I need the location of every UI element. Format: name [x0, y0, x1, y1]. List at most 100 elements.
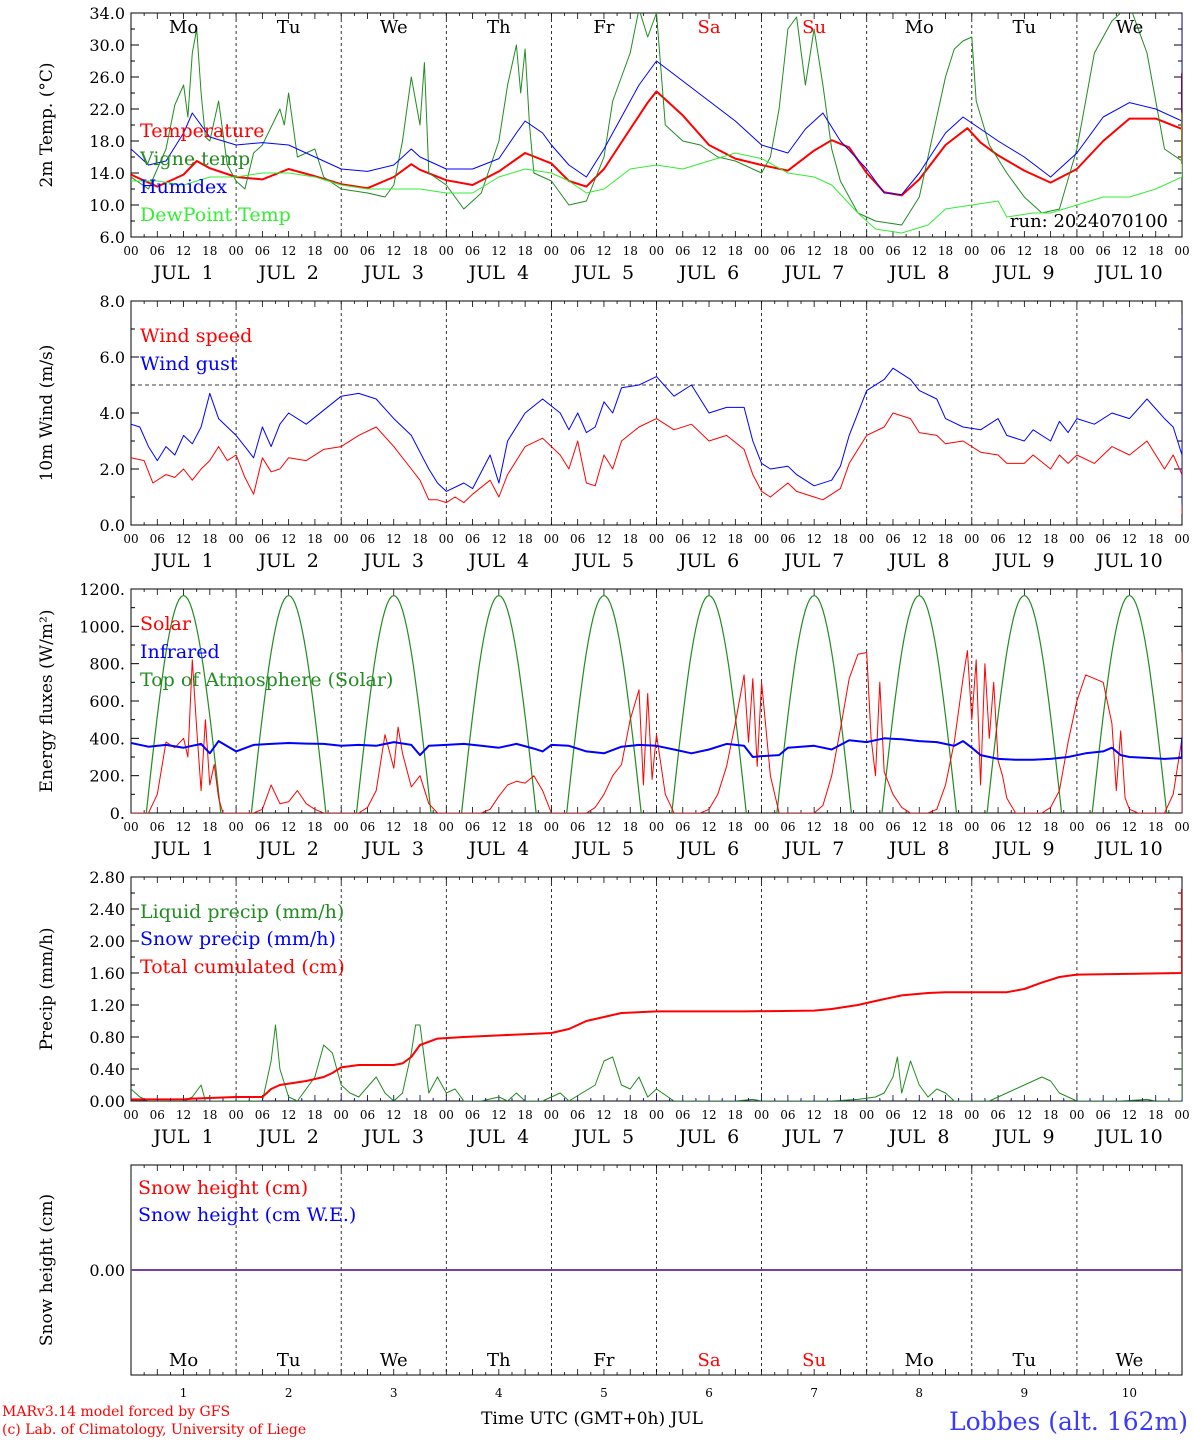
hour-tick-label: 12	[912, 244, 927, 258]
location-label: Lobbes (alt. 162m)	[949, 1407, 1188, 1436]
day-label: JUL 9	[992, 550, 1054, 572]
day-label: JUL 5	[572, 838, 634, 860]
hour-tick-label: 18	[1148, 244, 1163, 258]
hour-tick-label: 06	[465, 244, 480, 258]
series-group	[131, 889, 1182, 1101]
hour-tick-label: 06	[885, 532, 900, 546]
hour-tick-label: 12	[281, 1108, 296, 1122]
series-line-wind-speed	[131, 404, 1182, 515]
y-tick-label: 22.0	[89, 100, 125, 119]
hour-tick-label: 00	[439, 244, 454, 258]
hour-tick-label: 18	[202, 1108, 217, 1122]
hour-tick-label: 00	[544, 820, 559, 834]
hour-tick-label: 00	[123, 532, 138, 546]
day-label: JUL 7	[782, 838, 844, 860]
hour-tick-label: 06	[675, 244, 690, 258]
series-line-vigne-temp	[131, 13, 1182, 226]
series-line-toa-solar	[986, 594, 1063, 813]
day-label: JUL 5	[572, 1126, 634, 1148]
y-tick-label: 0.00	[89, 1092, 125, 1111]
hour-tick-label: 18	[833, 820, 848, 834]
credit-line-2: (c) Lab. of Climatology, University of L…	[2, 1422, 306, 1438]
day-label: JUL 10	[1094, 262, 1162, 284]
day-label: JUL 8	[887, 1126, 949, 1148]
hour-tick-label: 00	[123, 244, 138, 258]
day-number-label: 4	[495, 1386, 503, 1400]
panel-5: 0.00 Snow height (cm) Snow height (cm) Snow…	[37, 1164, 1183, 1400]
hour-tick-label: 12	[807, 1108, 822, 1122]
y-tick-label: 26.0	[89, 68, 125, 87]
hour-tick-label: 06	[885, 1108, 900, 1122]
day-label: JUL 6	[677, 838, 739, 860]
hour-tick-label: 18	[938, 820, 953, 834]
run-label: run: 2024070100	[1010, 211, 1168, 232]
day-label: JUL 1	[151, 262, 213, 284]
day-label: JUL 10	[1094, 838, 1162, 860]
series-line-toa-solar	[566, 594, 642, 813]
hour-tick-label: 06	[675, 1108, 690, 1122]
hour-tick-label: 18	[1043, 244, 1058, 258]
weekday-label: Su	[802, 1350, 826, 1371]
hour-tick-label: 12	[176, 244, 191, 258]
hour-tick-label: 00	[754, 820, 769, 834]
hour-tick-label: 06	[675, 820, 690, 834]
hour-tick-label: 06	[990, 532, 1005, 546]
hour-tick-label: 18	[517, 820, 532, 834]
weekday-label: We	[1116, 17, 1144, 38]
day-label: JUL 9	[992, 838, 1054, 860]
y-tick-label: 1.20	[89, 996, 125, 1015]
hour-tick-label: 12	[701, 244, 716, 258]
hour-tick-label: 06	[255, 244, 270, 258]
hour-tick-label: 00	[1174, 244, 1189, 258]
y-tick-label: 400.	[89, 729, 125, 748]
hour-tick-label: 00	[544, 1108, 559, 1122]
hour-tick-label: 12	[1122, 1108, 1137, 1122]
hour-tick-label: 00	[649, 244, 664, 258]
hour-tick-label: 18	[938, 532, 953, 546]
hour-tick-label: 18	[412, 244, 427, 258]
hour-tick-label: 18	[307, 820, 322, 834]
hour-tick-label: 00	[1069, 1108, 1084, 1122]
hour-tick-label: 06	[150, 532, 165, 546]
day-number-label: 3	[390, 1386, 398, 1400]
hour-tick-label: 00	[649, 532, 664, 546]
series-line-toa-solar	[145, 594, 222, 813]
hour-tick-label: 18	[517, 532, 532, 546]
day-label: JUL 5	[572, 550, 634, 572]
panel-2: 0.0 2.0 4.0 6.0 8.0 10m Wind (m/s) Wind speed W…	[37, 292, 1190, 572]
y-tick-label: 1200.	[79, 580, 125, 599]
legend-entry: DewPoint Temp	[140, 204, 291, 226]
hour-tick-label: 12	[491, 532, 506, 546]
day-label: JUL 6	[677, 550, 739, 572]
hour-tick-label: 00	[228, 532, 243, 546]
y-tick-label: 800.	[89, 655, 125, 674]
hour-tick-label: 12	[386, 244, 401, 258]
hour-tick-label: 06	[465, 532, 480, 546]
series-line-toa-solar	[355, 594, 432, 813]
day-label: JUL 4	[467, 1126, 529, 1148]
series-line-infrared	[131, 737, 1182, 761]
hour-tick-label: 12	[491, 244, 506, 258]
day-label: JUL 6	[677, 262, 739, 284]
hour-tick-label: 12	[912, 1108, 927, 1122]
hour-tick-label: 06	[360, 532, 375, 546]
hour-tick-label: 18	[517, 1108, 532, 1122]
hour-tick-label: 18	[1043, 820, 1058, 834]
hour-tick-label: 18	[307, 1108, 322, 1122]
day-label: JUL 3	[362, 262, 424, 284]
series-line-toa-solar	[461, 594, 537, 813]
hour-tick-label: 12	[176, 532, 191, 546]
hour-tick-label: 00	[334, 532, 349, 546]
hour-tick-label: 06	[360, 820, 375, 834]
hour-tick-label: 12	[912, 532, 927, 546]
hour-tick-label: 06	[780, 532, 795, 546]
hour-tick-label: 00	[544, 532, 559, 546]
hour-tick-label: 00	[1069, 244, 1084, 258]
legend-entry: Humidex	[140, 176, 227, 198]
day-label: JUL 3	[362, 1126, 424, 1148]
weekday-label: Th	[487, 1350, 511, 1371]
hour-tick-label: 12	[386, 532, 401, 546]
hour-tick-label: 18	[517, 244, 532, 258]
y-tick-label: 2.40	[89, 900, 125, 919]
